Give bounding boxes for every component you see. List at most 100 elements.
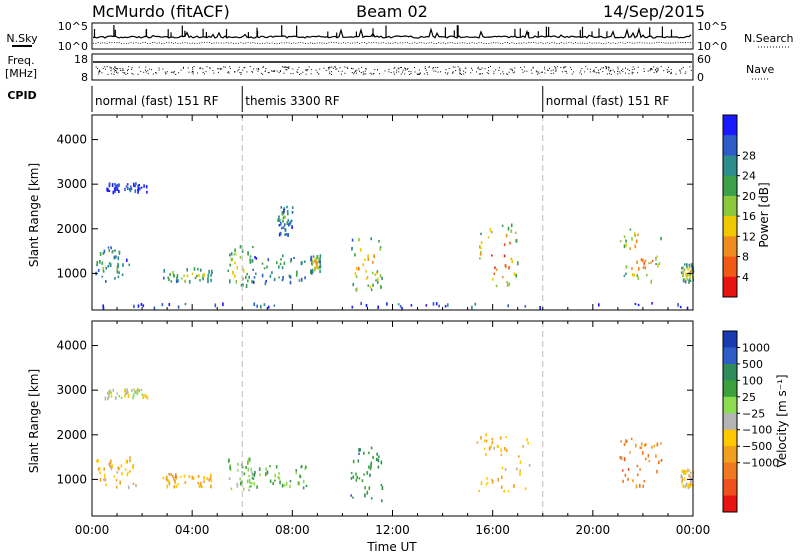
power-ytick-label: 1000 — [56, 266, 87, 280]
nave-point — [267, 72, 269, 73]
echo-cell — [687, 274, 689, 277]
echo-cell — [114, 188, 117, 191]
nave-point — [459, 69, 461, 71]
echo-cell — [242, 269, 245, 273]
echo-cell — [302, 486, 305, 490]
nave-point — [265, 68, 267, 69]
echo-cell — [115, 396, 117, 400]
nave-point — [192, 71, 194, 73]
echo-cell — [686, 263, 688, 266]
nave-point — [650, 68, 652, 69]
echo-cell — [318, 265, 321, 269]
nsearch-tick-bottom: 10^0 — [697, 40, 727, 53]
velocity-frame — [91, 320, 694, 517]
echo-cell — [681, 478, 684, 481]
nave-point — [459, 73, 461, 75]
nave-point — [617, 70, 618, 72]
echo-cell — [200, 484, 202, 488]
power-echo-region — [252, 254, 306, 286]
echo-cell — [651, 302, 653, 305]
echo-cell — [116, 186, 119, 190]
nave-point — [493, 71, 495, 73]
echo-cell — [229, 468, 232, 471]
echo-cell — [658, 460, 660, 465]
echo-cell — [502, 276, 504, 279]
echo-cell — [315, 257, 318, 260]
echo-cell — [629, 228, 632, 231]
power-echo-region — [95, 246, 131, 283]
echo-cell — [312, 255, 315, 258]
echo-cell — [197, 267, 199, 271]
echo-cell — [689, 270, 692, 274]
echo-cell — [175, 475, 177, 479]
nave-point — [627, 68, 629, 70]
nave-point — [203, 73, 205, 75]
echo-cell — [485, 483, 488, 486]
echo-cell — [377, 305, 379, 309]
echo-cell — [352, 282, 355, 287]
nave-point — [560, 67, 562, 68]
echo-cell — [518, 455, 520, 458]
echo-cell — [677, 303, 679, 307]
nave-point — [402, 69, 404, 71]
echo-cell — [376, 270, 379, 274]
echo-cell — [361, 479, 364, 483]
nave-point — [480, 68, 482, 70]
echo-cell — [137, 190, 139, 194]
echo-cell — [640, 446, 643, 450]
echo-cell — [180, 475, 182, 478]
nave-point — [351, 68, 353, 70]
echo-cell — [163, 269, 165, 273]
nave-point — [490, 66, 491, 67]
echo-cell — [370, 461, 373, 465]
echo-cell — [283, 261, 286, 265]
echo-cell — [379, 248, 382, 251]
echo-cell — [101, 261, 104, 265]
echo-cell — [630, 437, 633, 441]
echo-cell — [245, 465, 247, 469]
nave-point — [258, 69, 260, 71]
nave-point — [178, 72, 180, 74]
echo-cell — [636, 473, 639, 477]
echo-cell — [508, 266, 510, 270]
nave-point — [272, 70, 274, 72]
nave-point — [166, 71, 168, 73]
nave-point — [122, 68, 124, 70]
echo-cell — [279, 221, 282, 226]
nave-point — [219, 68, 221, 69]
echo-cell — [689, 275, 691, 279]
nave-point — [104, 66, 106, 68]
nave-point — [334, 66, 336, 68]
power-colorbar-label: Power [dB] — [757, 182, 771, 247]
echo-cell — [377, 458, 380, 463]
echo-cell — [248, 488, 250, 492]
nave-point — [145, 69, 146, 71]
nave-point — [379, 73, 380, 75]
freq-panel-frame — [91, 53, 694, 81]
echo-cell — [286, 210, 289, 213]
echo-cell — [208, 269, 210, 274]
echo-cell — [110, 395, 113, 398]
echo-cell — [310, 270, 312, 274]
echo-cell — [318, 259, 320, 264]
echo-cell — [679, 305, 682, 309]
echo-cell — [253, 302, 256, 306]
nave-point — [396, 71, 397, 73]
station-title: McMurdo (fitACF) — [92, 2, 230, 21]
nave-point — [369, 72, 371, 74]
nave-point — [398, 68, 400, 70]
echo-cell — [114, 183, 116, 186]
nave-point — [537, 71, 539, 73]
echo-cell — [255, 257, 258, 260]
velocity-colorbar-swatch — [723, 396, 737, 414]
echo-cell — [623, 235, 626, 239]
echo-cell — [251, 279, 253, 284]
nave-point — [132, 73, 134, 75]
nave-point — [113, 74, 115, 75]
echo-cell — [289, 275, 292, 279]
nave-point — [365, 73, 367, 75]
power-colorbar-swatch — [723, 256, 737, 278]
velocity-panel: 1000 2000 3000 4000 00:00 04:00 08:00 12:00 16:0… — [56, 320, 710, 537]
echo-cell — [510, 229, 513, 233]
echo-cell — [686, 306, 689, 311]
